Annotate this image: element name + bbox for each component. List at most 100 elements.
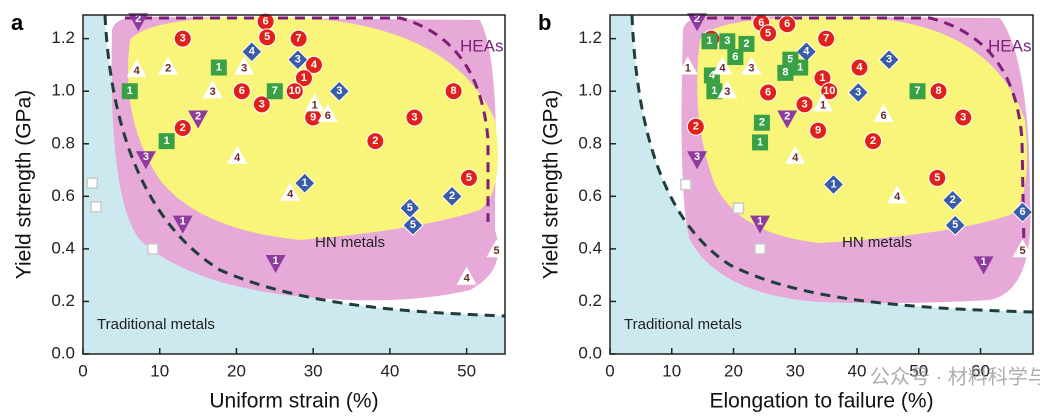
- point: [1011, 201, 1034, 223]
- point-label: 4: [134, 65, 141, 77]
- point-label: 8: [935, 85, 941, 97]
- y-tick-label: 1.0: [51, 81, 75, 100]
- point: [717, 80, 738, 99]
- panel-b-regions: [610, 14, 1034, 354]
- point-label: 3: [855, 86, 861, 98]
- point: [878, 48, 900, 71]
- y-tick-label: 0.8: [51, 133, 75, 152]
- y-tick-label: 0.0: [51, 343, 75, 362]
- point: [750, 215, 771, 234]
- point: [813, 93, 834, 112]
- point: [712, 56, 733, 75]
- point-label: 3: [694, 151, 700, 163]
- point: [285, 82, 304, 101]
- point-label: 3: [411, 111, 417, 123]
- point: [366, 132, 385, 151]
- point-label: 6: [325, 110, 331, 122]
- point-label: 7: [823, 33, 829, 45]
- point-label: 4: [311, 59, 318, 71]
- point: [777, 110, 798, 129]
- y-axis-label: Yield strength (GPa): [540, 90, 563, 279]
- y-axis-label: Yield strength (GPa): [13, 90, 36, 279]
- point: [402, 214, 424, 236]
- point: [864, 132, 883, 151]
- point-label: 4: [856, 61, 863, 73]
- point: [817, 29, 836, 48]
- point-label: 5: [765, 27, 771, 39]
- annotation: HEAs: [460, 36, 503, 55]
- x-tick-label: 0: [605, 361, 614, 380]
- point: [680, 178, 692, 191]
- x-tick-label: 40: [380, 361, 399, 380]
- point-label: 4: [464, 273, 471, 285]
- point: [759, 83, 778, 102]
- point-label: 3: [143, 151, 149, 163]
- panel-label: b: [538, 10, 551, 35]
- point: [701, 33, 718, 50]
- x-tick-label: 20: [227, 361, 246, 380]
- point-label: 5: [264, 31, 270, 43]
- point-label: 1: [273, 255, 279, 267]
- point-label: 2: [165, 62, 171, 74]
- point: [287, 48, 309, 71]
- y-tick-label: 0.8: [578, 133, 602, 152]
- point: [135, 151, 156, 170]
- point-label: 4: [719, 62, 726, 74]
- annotation: HN metals: [315, 234, 385, 251]
- x-tick-label: 60: [971, 361, 990, 380]
- point: [759, 24, 778, 43]
- point-label: 1: [180, 216, 186, 228]
- point-label: 7: [272, 85, 278, 97]
- point-label: 5: [410, 219, 416, 231]
- point: [944, 214, 966, 236]
- point-label: 1: [830, 178, 836, 190]
- x-axis-label: Uniform strain (%): [209, 390, 378, 413]
- point-label: 2: [195, 110, 201, 122]
- point: [486, 239, 507, 258]
- point: [738, 35, 755, 52]
- point: [241, 41, 263, 63]
- point-label: 2: [694, 13, 700, 25]
- x-tick-label: 0: [78, 361, 87, 380]
- point: [128, 13, 149, 32]
- point: [258, 28, 277, 47]
- y-tick-label: 0.4: [578, 238, 602, 257]
- point: [172, 215, 193, 234]
- point-label: 2: [180, 122, 186, 134]
- plot-frame: [82, 14, 506, 355]
- point-label: 1: [706, 35, 712, 47]
- x-tick-label: 20: [724, 361, 743, 380]
- y-tick-label: 1.2: [51, 28, 75, 47]
- point-label: 2: [449, 190, 455, 202]
- point-label: 6: [765, 86, 771, 98]
- point-label: 3: [241, 62, 247, 74]
- point: [822, 173, 845, 196]
- point: [441, 185, 463, 208]
- point-label: 7: [296, 33, 302, 45]
- point-label: 4: [709, 69, 716, 81]
- point: [173, 119, 192, 137]
- point-label: 1: [301, 72, 307, 84]
- point-label: 4: [792, 152, 799, 164]
- point-label: 6: [880, 110, 886, 122]
- point-label: 1: [797, 61, 803, 73]
- point-label: 5: [787, 54, 793, 66]
- point-label: 3: [210, 86, 216, 98]
- point-label: 2: [693, 121, 699, 133]
- point: [942, 189, 964, 211]
- point-label: 1: [312, 99, 318, 111]
- point: [929, 82, 948, 101]
- x-tick-label: 30: [786, 361, 805, 380]
- point-label: 5: [1019, 245, 1025, 257]
- point: [173, 29, 192, 48]
- y-tick-label: 0.6: [51, 186, 75, 205]
- x-tick-label: 10: [150, 361, 169, 380]
- point: [459, 168, 478, 187]
- x-tick-label: 30: [304, 361, 323, 380]
- hea-boundary: [690, 16, 1026, 251]
- y-tick-label: 1.2: [578, 28, 602, 47]
- point: [706, 83, 723, 100]
- point-label: 4: [803, 46, 810, 58]
- markers: 6653741106389322543312651326581417211433…: [677, 13, 1034, 275]
